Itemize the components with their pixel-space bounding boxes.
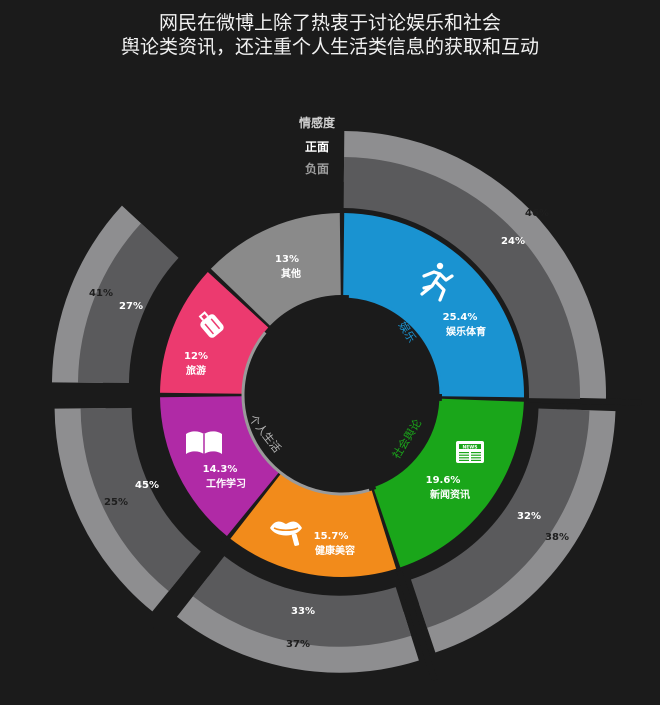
book-icon: [186, 431, 222, 454]
luggage-icon: [198, 311, 224, 338]
news-line-left-4: [459, 459, 469, 461]
group-arc-1: [348, 294, 443, 395]
news-line-left-1: [459, 452, 469, 454]
slice-share-label-2: 19.6%: [426, 475, 461, 486]
slice-name-label-3: 健康美容: [315, 544, 355, 557]
negative-value-label-2: 38%: [545, 532, 569, 543]
positive-value-label-2: 32%: [517, 511, 541, 522]
positive-value-label-4: 45%: [135, 480, 159, 491]
positive-value-label-3: 33%: [291, 606, 315, 617]
slice-4: [160, 396, 279, 536]
news-line-right-2: [471, 454, 481, 456]
slice-share-label-4: 14.3%: [203, 464, 238, 475]
slice-name-label-4: 工作学习: [206, 477, 246, 490]
slice-name-label-2: 新闻资讯: [430, 488, 470, 501]
slice-share-label-3: 15.7%: [314, 531, 349, 542]
chart-title-line-2: 舆论类资讯，还注重个人生活类信息的获取和互动: [120, 36, 539, 58]
negative-value-label-4: 25%: [104, 497, 128, 508]
runner-head: [436, 262, 444, 270]
slice-share-label-1: 25.4%: [443, 312, 478, 323]
legend-heading: 情感度: [298, 116, 335, 130]
ring-divider-3: [152, 537, 230, 632]
ring-divider-1: [526, 396, 642, 406]
positive-ring-slice-5: [77, 223, 179, 384]
positive-ring-slice-1: [343, 157, 580, 399]
positive-ring: [77, 157, 590, 647]
slice-name-label-1: 娱乐体育: [446, 325, 486, 338]
lips-shape: [270, 521, 302, 536]
slice-name-label-5: 旅游: [186, 364, 206, 377]
category-slices: [160, 213, 524, 577]
news-icon: NEWS: [456, 441, 484, 463]
negative-value-label-1: 46%: [525, 208, 549, 219]
book-left-page: [186, 431, 204, 454]
group-arc-3: [241, 331, 370, 496]
negative-value-label-5: 41%: [89, 288, 113, 299]
news-line-left-2: [459, 454, 469, 456]
slice-3: [230, 473, 397, 577]
news-line-right-3: [471, 457, 481, 459]
positive-ring-slice-2: [410, 408, 590, 628]
slice-name-label-6: 其他: [281, 267, 301, 280]
news-word: NEWS: [462, 444, 477, 450]
legend-positive: 正面: [304, 140, 329, 154]
negative-value-label-3: 37%: [286, 639, 310, 650]
group-arcs: [241, 294, 443, 496]
book-right-page: [204, 431, 222, 454]
positive-ring-slice-4: [80, 407, 201, 592]
legend-negative: 负面: [304, 162, 329, 176]
positive-value-label-1: 24%: [501, 236, 525, 247]
luggage-stripe-1: [204, 323, 215, 335]
news-line-left-3: [459, 457, 469, 459]
slice-2: [374, 398, 524, 568]
slice-share-label-6: 13%: [275, 254, 299, 265]
news-line-right-4: [471, 459, 481, 461]
runner-icon: [420, 262, 454, 302]
lipstick: [291, 533, 300, 546]
luggage-stripe-2: [210, 318, 221, 330]
slice-6: [210, 213, 341, 326]
news-header-bar: [459, 444, 481, 449]
luggage-body: [200, 314, 224, 338]
news-line-right-1: [471, 452, 481, 454]
negative-ring-slice-1: [343, 131, 606, 400]
lips-icon: [270, 521, 302, 546]
slice-share-label-5: 12%: [184, 351, 208, 362]
ring-divider-2: [396, 570, 438, 682]
slice-icons: NEWS: [186, 262, 484, 546]
slice-1: [343, 213, 524, 398]
positive-value-label-5: 27%: [119, 301, 143, 312]
lips-line: [273, 527, 299, 532]
luggage-handle: [198, 311, 209, 321]
positive-ring-slice-3: [192, 556, 412, 647]
runner-body: [420, 270, 454, 302]
group-label-2: 社会舆论: [389, 417, 424, 462]
chart-title-line-1: 网民在微博上除了热衷于讨论娱乐和社会: [158, 12, 501, 34]
group-arc-2: [375, 400, 443, 490]
